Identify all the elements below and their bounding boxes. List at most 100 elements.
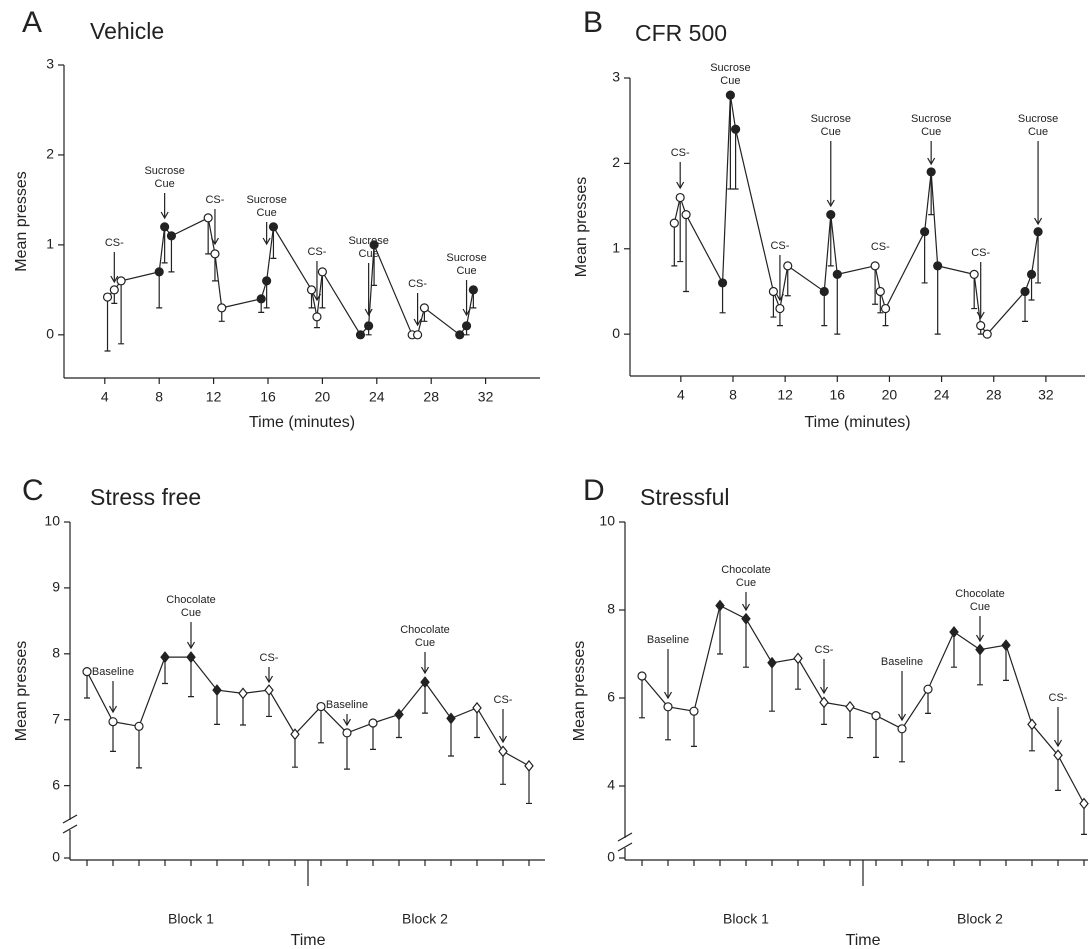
error-bar bbox=[719, 282, 726, 314]
y-tick-label: 7 bbox=[52, 710, 60, 726]
annotation: Sucrose bbox=[1018, 113, 1058, 125]
error-bar bbox=[776, 308, 783, 327]
x-axis-label: Time bbox=[846, 932, 881, 949]
annotation-arrowhead bbox=[210, 237, 219, 246]
data-point bbox=[775, 303, 785, 314]
data-point bbox=[455, 330, 465, 340]
data-point bbox=[976, 321, 986, 331]
x-tick-label: 24 bbox=[934, 387, 950, 403]
data-point bbox=[342, 728, 352, 738]
error-bar bbox=[421, 307, 428, 322]
data-point bbox=[819, 286, 829, 297]
y-axis-label: Mean presses bbox=[571, 641, 588, 742]
annotation: Chocolate bbox=[166, 594, 216, 606]
annotation: CS- bbox=[494, 694, 513, 706]
error-bar bbox=[266, 690, 272, 718]
error-bar bbox=[292, 734, 298, 768]
x-tick-label: 12 bbox=[777, 387, 793, 403]
data-point bbox=[524, 759, 534, 772]
annotation-arrowhead bbox=[819, 686, 829, 695]
annotation-arrowhead bbox=[413, 318, 422, 327]
error-bar bbox=[470, 289, 477, 309]
data-point bbox=[154, 267, 164, 277]
error-bar bbox=[834, 274, 841, 335]
annotation-arrowhead bbox=[498, 735, 508, 744]
y-tick-label: 3 bbox=[612, 69, 620, 85]
annotation: Baseline bbox=[326, 699, 368, 711]
y-tick-label: 2 bbox=[612, 154, 620, 170]
error-bar bbox=[258, 298, 265, 313]
y-tick-label: 9 bbox=[52, 579, 60, 595]
group-label: Block 1 bbox=[168, 911, 214, 927]
error-bar bbox=[1029, 724, 1035, 752]
error-bar bbox=[743, 618, 749, 668]
x-tick-label: 20 bbox=[315, 389, 331, 405]
annotation: CS- bbox=[971, 247, 990, 259]
data-point bbox=[160, 651, 170, 664]
error-bar bbox=[270, 226, 277, 259]
error-bar bbox=[1055, 755, 1061, 792]
data-point bbox=[870, 261, 880, 271]
x-axis-label: Time (minutes) bbox=[249, 414, 355, 431]
error-bar bbox=[671, 223, 678, 267]
data-point bbox=[793, 652, 803, 665]
data-point bbox=[317, 267, 327, 277]
annotation-arrowhead bbox=[342, 718, 352, 727]
data-point bbox=[217, 303, 227, 313]
x-tick-label: 16 bbox=[260, 389, 276, 405]
data-point bbox=[134, 721, 144, 731]
error-bar bbox=[951, 632, 957, 668]
data-point bbox=[1033, 227, 1043, 237]
group-label: Block 1 bbox=[723, 911, 769, 927]
data-point bbox=[446, 712, 456, 725]
data-point bbox=[826, 210, 836, 220]
y-tick-label: 0 bbox=[607, 849, 615, 865]
y-tick-label: 3 bbox=[46, 56, 54, 72]
error-bar bbox=[263, 280, 270, 309]
axis-break bbox=[62, 824, 78, 834]
annotation: Sucrose bbox=[911, 113, 951, 125]
y-axis-label: Mean presses bbox=[573, 177, 590, 278]
data-point bbox=[316, 701, 326, 712]
y-tick-label: 8 bbox=[607, 601, 615, 617]
annotation: CS- bbox=[260, 652, 279, 664]
y-tick-label: 1 bbox=[612, 239, 620, 255]
annotation: CS- bbox=[408, 278, 427, 290]
y-axis-label: Mean presses bbox=[13, 171, 30, 272]
data-point bbox=[982, 329, 992, 339]
x-tick-label: 32 bbox=[1038, 387, 1054, 403]
error-bar bbox=[500, 751, 506, 785]
error-bar bbox=[344, 732, 350, 770]
annotation: Baseline bbox=[647, 634, 689, 646]
y-tick-label: 4 bbox=[607, 777, 615, 793]
annotation: Sucrose bbox=[246, 194, 286, 206]
data-point bbox=[1020, 286, 1030, 297]
group-label: Block 2 bbox=[957, 911, 1003, 927]
data-point bbox=[681, 210, 691, 220]
error-bar bbox=[474, 707, 480, 739]
annotation: Cue bbox=[181, 607, 201, 619]
data-point bbox=[166, 231, 177, 241]
error-bar bbox=[308, 289, 315, 309]
error-bar bbox=[422, 682, 428, 714]
data-point bbox=[1079, 797, 1089, 810]
data-point bbox=[637, 671, 647, 681]
data-point bbox=[116, 276, 126, 286]
error-bar bbox=[899, 728, 905, 763]
panel-title: Vehicle bbox=[90, 18, 164, 44]
annotation-arrowhead bbox=[927, 157, 936, 166]
data-point bbox=[210, 249, 220, 259]
group-label: Block 2 bbox=[402, 911, 448, 927]
series-line bbox=[107, 217, 474, 336]
annotation: Chocolate bbox=[955, 588, 1005, 600]
data-point bbox=[717, 278, 728, 288]
data-point bbox=[1001, 639, 1011, 652]
data-point bbox=[472, 701, 482, 714]
data-point bbox=[819, 696, 829, 709]
error-bar bbox=[84, 671, 90, 699]
error-bar bbox=[691, 711, 697, 748]
data-point bbox=[368, 718, 378, 728]
error-bar bbox=[1081, 803, 1087, 836]
annotation-arrowhead bbox=[420, 666, 430, 675]
annotation: Cue bbox=[736, 577, 756, 589]
